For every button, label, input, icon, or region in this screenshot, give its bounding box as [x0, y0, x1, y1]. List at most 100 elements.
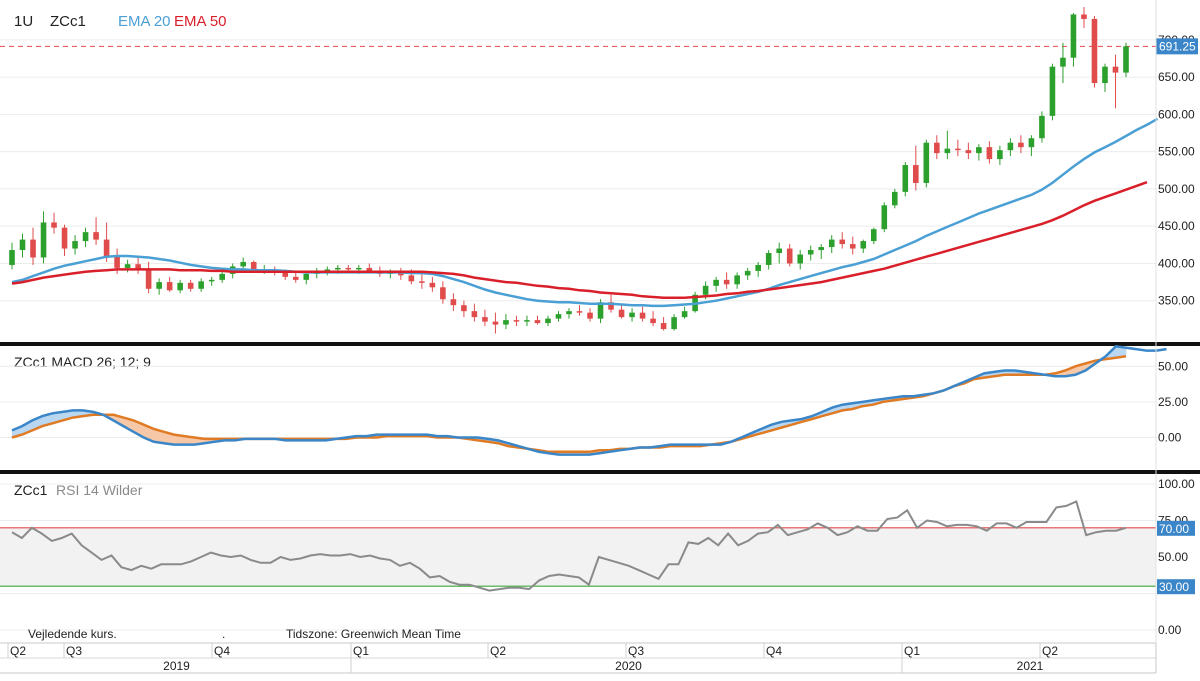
candle: [629, 308, 635, 322]
candle-body: [934, 142, 940, 154]
candle: [1060, 42, 1066, 84]
candle-body: [461, 305, 467, 312]
candle-body: [828, 239, 835, 248]
candle-body: [471, 311, 478, 318]
candle-body: [587, 312, 593, 319]
candle: [891, 188, 898, 209]
candle-body: [166, 282, 173, 291]
rsi-tick-label: 100.00: [1158, 477, 1195, 491]
candle: [986, 141, 993, 164]
candle: [82, 227, 89, 248]
candle-body: [650, 318, 656, 324]
quarter-label: Q2: [10, 644, 26, 658]
candle: [618, 303, 625, 319]
time-axis[interactable]: Q2 Q3 Q4 Q1 Q2 Q3 Q4 Q1 Q2 2019 2020 2021: [0, 642, 1157, 674]
candle: [997, 145, 1003, 166]
quarter-label: Q4: [214, 644, 230, 658]
candle: [849, 236, 856, 255]
rsi-title[interactable]: RSI 14 Wilder: [56, 482, 143, 498]
candle: [482, 309, 488, 327]
candle: [292, 272, 299, 283]
candle: [566, 308, 572, 319]
candle: [555, 311, 562, 322]
macd-title[interactable]: ZCc1 MACD 26; 12; 9: [14, 354, 151, 370]
candle-body: [482, 317, 488, 322]
candle-body: [702, 285, 709, 295]
candle-body: [145, 269, 152, 289]
candle: [755, 261, 761, 277]
candle: [513, 315, 520, 327]
candle-body: [103, 239, 110, 256]
candle-body: [503, 320, 509, 325]
candle-body: [1091, 18, 1098, 84]
candle: [1081, 7, 1087, 28]
macd-line: [11, 344, 1167, 456]
candle-body: [913, 165, 919, 183]
candle: [471, 303, 478, 322]
candle: [776, 242, 782, 264]
interval-label[interactable]: 1U: [14, 13, 33, 30]
ema20-legend[interactable]: EMA 20: [118, 13, 171, 30]
candle-body: [986, 147, 993, 160]
candle: [902, 162, 909, 197]
candle: [219, 270, 225, 283]
candle: [177, 279, 183, 294]
candle-body: [734, 275, 740, 285]
last-price-value: 691.25: [1159, 39, 1196, 53]
candle: [671, 314, 677, 331]
candle-body: [419, 281, 425, 283]
candle: [93, 217, 99, 245]
rsi-symbol[interactable]: ZCc1: [14, 482, 48, 498]
candle-body: [114, 256, 120, 268]
candle: [198, 278, 204, 292]
price-tick-label: 400.00: [1158, 256, 1195, 270]
candle: [1007, 138, 1014, 157]
candle-body: [566, 311, 572, 315]
candle-body: [1102, 66, 1108, 84]
panel-separator-1[interactable]: [0, 342, 1200, 346]
year-label: 2020: [615, 659, 642, 673]
candle: [639, 306, 646, 322]
candle-body: [849, 244, 856, 249]
candle: [156, 278, 162, 295]
candle-body: [345, 267, 352, 270]
year-label: 2019: [163, 659, 190, 673]
candle: [576, 305, 583, 316]
candle: [744, 267, 751, 280]
candle-body: [671, 317, 677, 330]
symbol-label[interactable]: ZCc1: [50, 13, 86, 30]
candle-body: [334, 267, 341, 270]
candle-body: [629, 312, 635, 318]
candle-body: [524, 320, 530, 322]
year-label: 2021: [1017, 659, 1044, 673]
price-y-axis: 700.00650.00600.00550.00500.00450.00400.…: [1158, 33, 1195, 308]
candle: [734, 272, 740, 289]
macd-histogram-fill: [11, 345, 1127, 455]
ema50-legend[interactable]: EMA 50: [174, 13, 227, 30]
panel-separator-2[interactable]: [0, 470, 1200, 474]
candle-body: [250, 261, 257, 271]
candle-body: [870, 229, 877, 242]
candle: [934, 135, 940, 160]
candle-body: [555, 314, 562, 319]
candle: [1091, 15, 1098, 88]
quarter-label: Q2: [1042, 644, 1058, 658]
candle: [30, 227, 36, 265]
candle-body: [618, 309, 625, 318]
candle-body: [534, 320, 541, 324]
candle: [765, 250, 772, 270]
macd-y-axis: 50.00 25.00 0.00: [1158, 359, 1188, 444]
candle: [786, 244, 793, 267]
candle-body: [1049, 66, 1056, 116]
candle-body: [923, 142, 930, 183]
macd-tick-label: 50.00: [1158, 359, 1188, 373]
candle: [1070, 12, 1077, 67]
quarter-label: Q4: [766, 644, 782, 658]
candle-body: [1039, 115, 1045, 139]
candle: [923, 139, 930, 188]
candle-body: [282, 272, 289, 277]
candle-body: [755, 264, 761, 271]
